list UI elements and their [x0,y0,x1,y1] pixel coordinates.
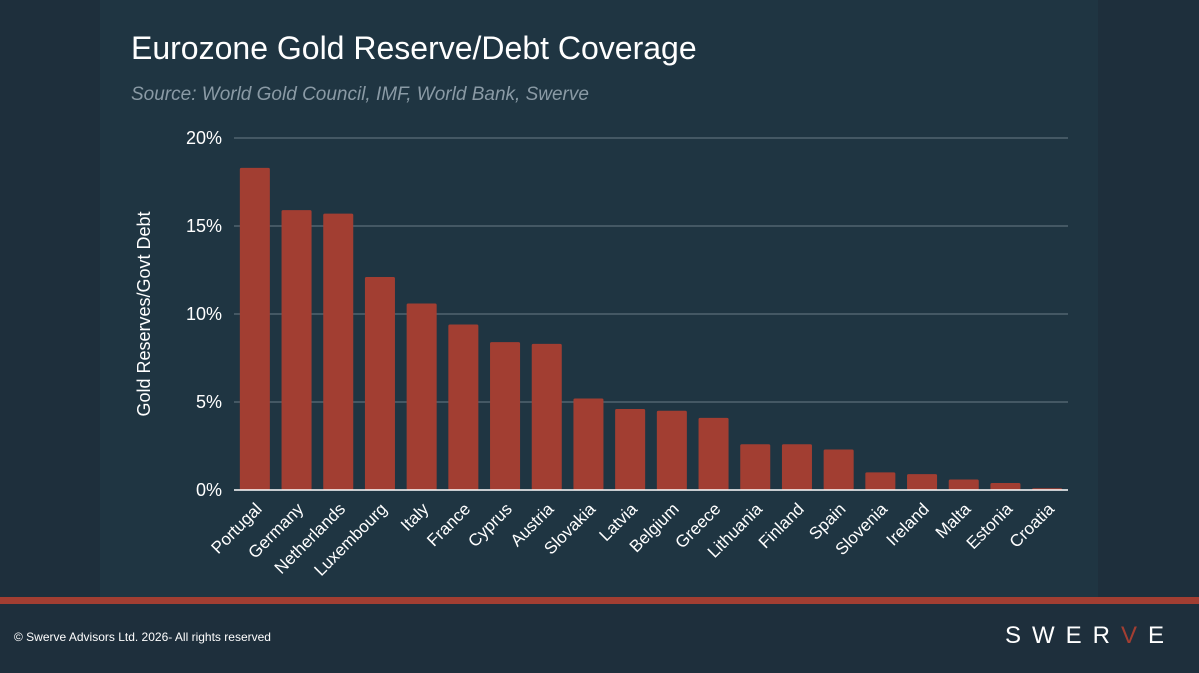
bar-belgium [656,410,687,490]
bar-greece [698,417,729,490]
x-tick-label: France [423,499,474,550]
bar-germany [281,210,312,490]
bar-ireland [907,474,938,490]
y-axis-label: Gold Reserves/Govt Debt [134,211,154,416]
y-tick-label: 20% [186,128,222,148]
y-tick-label: 5% [196,392,222,412]
bar-slovakia [573,398,604,490]
bar-france [448,324,479,490]
x-tick-label: Ireland [883,499,933,549]
y-tick-label: 0% [196,480,222,500]
bar-luxembourg [364,277,395,490]
x-tick-label: Estonia [963,499,1017,553]
logo-accent-v: V [1120,622,1148,649]
bar-spain [823,449,854,490]
x-tick-label: Italy [397,499,433,535]
brand-stripe [0,597,1199,604]
bar-slovenia [865,472,896,490]
copyright-text: © Swerve Advisors Ltd. 2026- All rights … [14,630,271,644]
bar-malta [948,479,979,490]
bar-cyprus [490,342,521,490]
bar-netherlands [323,213,354,490]
x-tick-label: Finland [755,499,808,552]
bar-portugal [239,167,270,491]
chart-subtitle: Source: World Gold Council, IMF, World B… [131,84,589,105]
bar-estonia [990,482,1021,490]
y-tick-label: 15% [186,216,222,236]
bar-chart: 0%5%10%15%20%Gold Reserves/Govt DebtPort… [134,128,1068,580]
bar-italy [406,303,437,490]
logo-text-left: SWER [1004,622,1121,649]
logo-text-right: E [1147,622,1175,649]
bar-lithuania [740,444,771,490]
x-tick-label: Cyprus [464,499,516,551]
y-tick-label: 10% [186,304,222,324]
bar-austria [531,343,562,490]
swerve-logo: SWER V E [1005,622,1175,650]
footer: © Swerve Advisors Ltd. 2026- All rights … [0,604,1199,673]
bar-finland [781,444,812,490]
x-tick-label: Croatia [1006,499,1059,552]
bar-latvia [615,409,646,490]
chart-title: Eurozone Gold Reserve/Debt Coverage [131,30,697,66]
